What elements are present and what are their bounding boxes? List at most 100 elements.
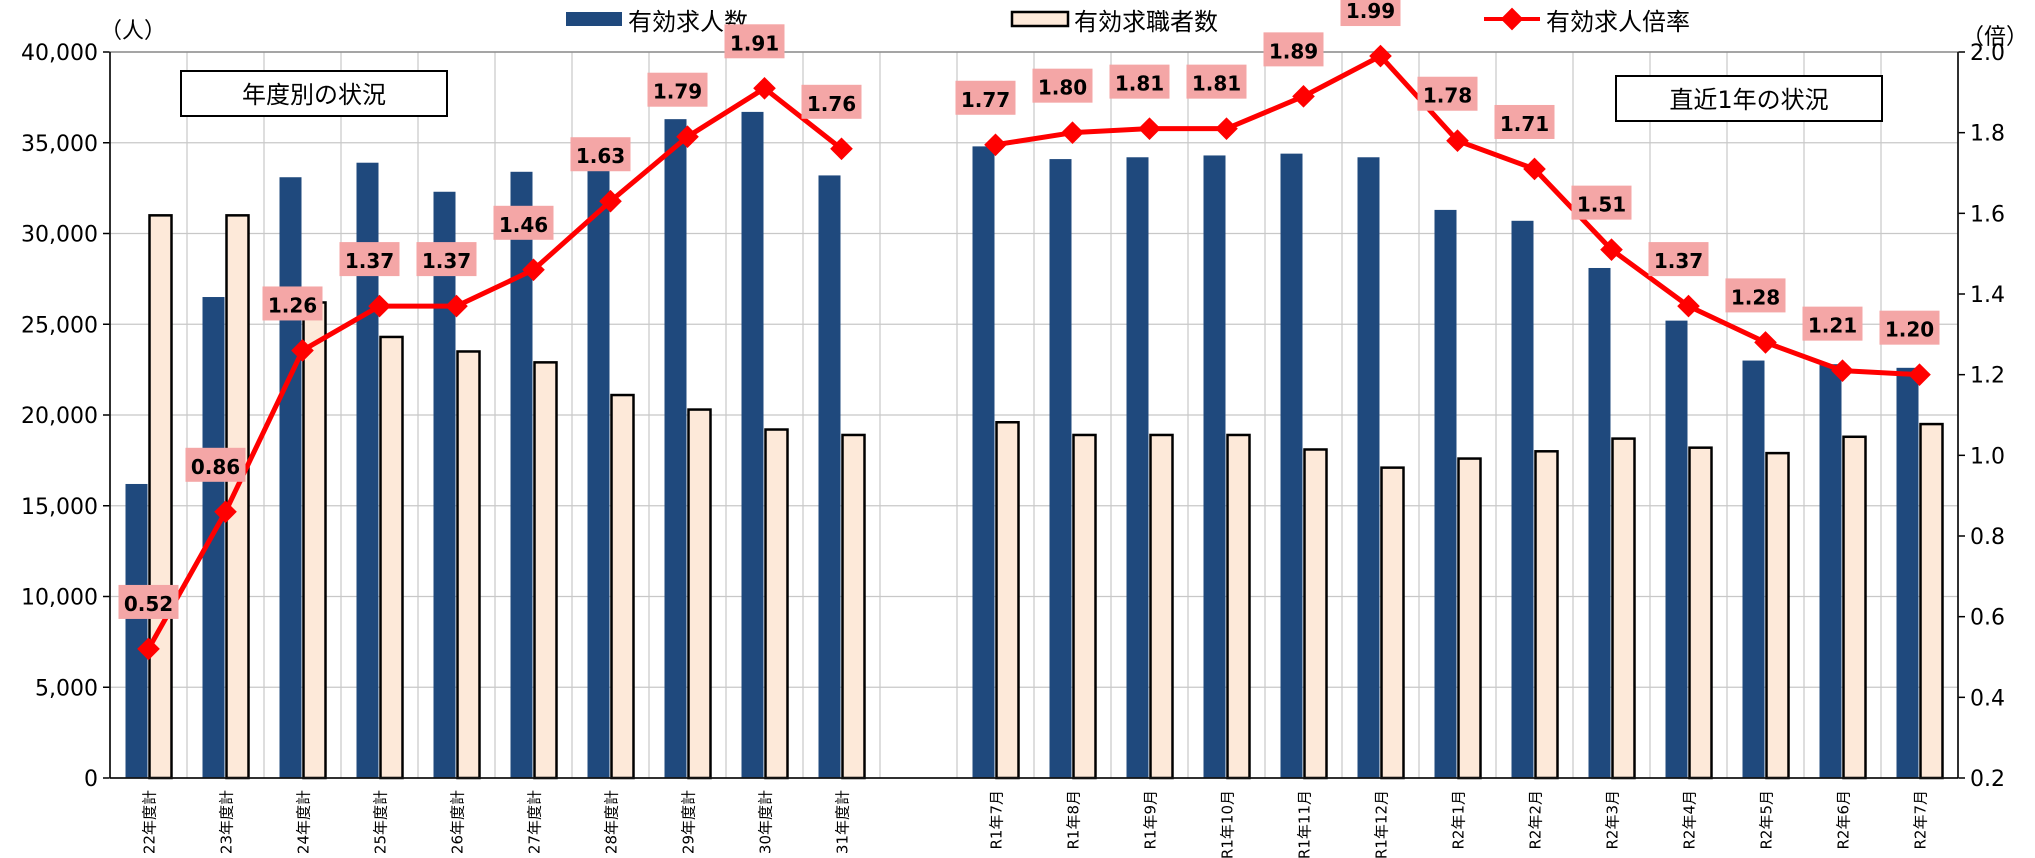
bar-job-openings: [818, 175, 841, 779]
y2-tick-label: 1.2: [1970, 364, 2005, 389]
bar-job-seekers: [456, 350, 481, 780]
bar-job-openings: [433, 191, 456, 778]
bar-job-openings: [1742, 360, 1765, 778]
x-tick-label: R2年7月: [1912, 790, 1930, 850]
x-tick-label: 30年度計: [757, 790, 775, 854]
ratio-data-label: 1.91: [730, 31, 779, 55]
legend-swatch-job-seekers: [1010, 10, 1070, 28]
ratio-label-bg: [724, 24, 785, 59]
ratio-data-label: 1.89: [1269, 39, 1318, 63]
bar-job-seekers: [764, 428, 789, 780]
bar-job-seekers: [225, 214, 250, 780]
y-tick-label: 15,000: [21, 495, 98, 520]
x-tick-label: R1年7月: [988, 790, 1006, 850]
ratio-data-label: 1.79: [653, 80, 702, 104]
x-tick-label: R1年10月: [1219, 790, 1237, 858]
ratio-marker: [1908, 363, 1931, 386]
ratio-label-bg: [1725, 278, 1786, 313]
ratio-label-bg: [339, 242, 400, 277]
y-tick-label: 0: [84, 767, 98, 792]
ratio-label-bg: [185, 447, 246, 482]
x-tick-label: 25年度計: [372, 790, 390, 854]
y2-tick-label: 0.6: [1970, 606, 2005, 631]
y2-axis-unit-label: （倍）: [1962, 25, 2028, 50]
bar-job-openings: [1049, 159, 1072, 778]
bar-job-seekers: [1611, 437, 1636, 780]
x-tick-label: 29年度計: [680, 790, 698, 854]
bar-job-openings: [125, 483, 148, 778]
ratio-data-label: 1.21: [1808, 314, 1857, 338]
bar-job-openings: [1126, 157, 1149, 778]
y2-tick-label: 1.4: [1970, 283, 2005, 308]
bar-job-seekers: [1457, 457, 1482, 780]
tick-labels: 0 5,000 10,000 15,000 20,000 25,000 30,000 35,0…: [21, 41, 2005, 858]
bar-job-seekers: [1842, 435, 1867, 780]
ratio-line-segment: [146, 85, 844, 651]
ratio-marker: [1754, 331, 1777, 354]
y-tick-label: 5,000: [35, 676, 98, 701]
bar-job-seekers: [533, 361, 558, 780]
x-tick-label: 28年度計: [603, 790, 621, 854]
ratio-marker: [445, 294, 468, 318]
bar-job-openings: [1819, 364, 1842, 778]
ratio-label-bg: [570, 137, 631, 172]
grid-lines: [109, 51, 1959, 779]
y-tick-label: 35,000: [21, 132, 98, 157]
ratio-marker: [368, 294, 391, 318]
ratio-label-bg: [647, 72, 708, 107]
bar-job-seekers: [148, 214, 173, 780]
ratio-label-bg: [1263, 32, 1324, 67]
x-tick-label: 27年度計: [526, 790, 544, 854]
ratio-label-bg: [1802, 306, 1863, 341]
x-tick-label: R1年11月: [1296, 790, 1314, 858]
ratio-marker: [1831, 359, 1854, 382]
ratio-marker: [753, 76, 776, 100]
bar-job-openings: [1434, 209, 1457, 778]
ratio-marker: [1215, 117, 1238, 140]
ratio-data-label: 1.80: [1038, 76, 1087, 100]
y2-tick-label: 0.8: [1970, 525, 2005, 550]
y2-tick-label: 0.4: [1970, 686, 2005, 711]
ratio-label-bg: [1340, 0, 1401, 27]
ratio-marker: [1292, 85, 1315, 108]
bar-job-seekers: [687, 408, 712, 780]
bar-job-seekers: [1919, 422, 1944, 780]
y-tick-label: 30,000: [21, 223, 98, 248]
bar-job-openings: [741, 111, 764, 778]
x-tick-label: R2年3月: [1604, 790, 1622, 850]
ratio-data-label: 1.81: [1115, 72, 1164, 96]
bar-job-seekers: [379, 335, 404, 780]
bar-job-openings: [1665, 320, 1688, 778]
axes: [103, 51, 1965, 779]
bar-job-seekers: [841, 433, 866, 780]
ratio-data-label: 1.76: [807, 92, 856, 116]
ratio-data-label: 1.26: [268, 293, 317, 317]
ratio-label-bg: [1186, 64, 1247, 99]
ratio-data-label: 1.81: [1192, 72, 1241, 96]
y-tick-label: 25,000: [21, 313, 98, 338]
x-tick-label: R1年9月: [1142, 790, 1160, 850]
y2-tick-label: 1.8: [1970, 122, 2005, 147]
ratio-marker: [522, 258, 545, 282]
ratio-label-bg: [955, 80, 1016, 115]
x-tick-label: R2年2月: [1527, 790, 1545, 850]
ratio-data-label: 1.63: [576, 144, 625, 168]
bar-job-seekers: [1303, 448, 1328, 780]
bar-job-seekers: [1765, 451, 1790, 780]
ratio-label-bg: [801, 84, 862, 119]
ratio-data-label: 1.37: [345, 249, 394, 273]
ratio-data-label: 1.51: [1577, 193, 1626, 217]
ratio-data-label: 1.46: [499, 213, 548, 237]
bar-job-openings: [1896, 367, 1919, 778]
bar-job-openings: [1357, 157, 1380, 778]
annotation-annual-box: 年度別の状況: [180, 70, 448, 117]
y2-tick-label: 1.0: [1970, 444, 2005, 469]
bar-job-openings: [1203, 155, 1226, 778]
bar-job-seekers: [1688, 446, 1713, 780]
y2-tick-label: 0.2: [1970, 767, 2005, 792]
x-tick-label: R2年5月: [1758, 790, 1776, 850]
annotation-annual: 年度別の状況: [242, 81, 386, 109]
ratio-label-bg: [493, 205, 554, 240]
bar-job-seekers: [1149, 433, 1174, 780]
